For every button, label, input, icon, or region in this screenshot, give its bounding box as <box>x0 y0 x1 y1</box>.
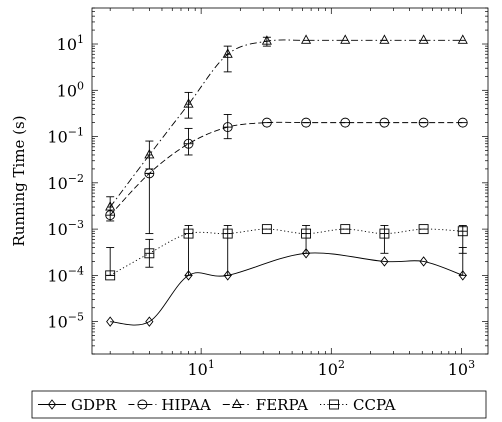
gdpr-point <box>145 316 154 327</box>
y-tick-label: 10−5 <box>47 311 84 332</box>
hipaa-point <box>301 117 312 128</box>
ferpa-point <box>340 34 351 44</box>
ccpa-error-bar <box>184 224 193 276</box>
legend-box <box>31 390 487 419</box>
legend-label-ferpa: FERPA <box>256 396 308 414</box>
ferpa-point <box>261 35 272 45</box>
plot-area <box>91 7 489 355</box>
gdpr-point <box>458 270 467 281</box>
ccpa-error-bar <box>380 224 389 254</box>
ccpa-point <box>105 270 116 281</box>
ferpa-line <box>109 39 463 208</box>
y-tick-label: 10−4 <box>47 264 84 285</box>
ccpa-point <box>183 228 194 239</box>
legend-item-ferpa: FERPA <box>222 396 308 414</box>
gdpr-point <box>223 270 232 281</box>
y-tick-label: 100 <box>57 79 84 100</box>
ccpa-error-bar <box>223 224 232 276</box>
legend-label-ccpa: CCPA <box>353 396 396 414</box>
ccpa-point <box>379 228 390 239</box>
series-ccpa <box>105 224 468 281</box>
hipaa-line <box>109 121 463 216</box>
legend-item-ccpa: CCPA <box>320 396 396 414</box>
legend-marker-ferpa <box>231 398 242 408</box>
ccpa-point <box>261 224 272 235</box>
legend-item-hipaa: HIPAA <box>128 396 211 414</box>
ccpa-point <box>457 226 468 237</box>
ccpa-point <box>418 224 429 235</box>
ferpa-point <box>379 34 390 44</box>
y-tick-label: 10−1 <box>47 126 84 147</box>
ccpa-line <box>109 228 463 276</box>
hipaa-error-bar <box>145 172 154 235</box>
legend: GDPR HIPAA FERPA CCPA <box>31 390 487 419</box>
legend-label-gdpr: GDPR <box>71 396 117 414</box>
x-tick-label: 103 <box>448 358 475 379</box>
ferpa-point <box>457 34 468 44</box>
y-axis: 10−5 10−4 10−3 10−2 10−1 100 101 <box>47 7 488 355</box>
hipaa-error-bar <box>223 114 232 140</box>
gdpr-point <box>184 270 193 281</box>
x-tick-label: 101 <box>187 358 214 379</box>
hipaa-point <box>457 117 468 128</box>
gdpr-point <box>419 256 428 267</box>
hipaa-error-bar <box>184 127 193 156</box>
x-axis: 101 102 103 <box>109 8 475 379</box>
ferpa-point <box>222 48 233 58</box>
legend-item-gdpr: GDPR <box>38 396 117 414</box>
plot-frame <box>91 7 489 355</box>
hipaa-point <box>340 117 351 128</box>
hipaa-point <box>183 138 194 149</box>
series-ferpa <box>105 34 468 222</box>
ferpa-error-bar <box>106 196 115 222</box>
legend-marker-ccpa <box>329 399 339 410</box>
ferpa-point <box>301 34 312 44</box>
hipaa-point <box>379 117 390 128</box>
gdpr-point <box>106 316 115 327</box>
ccpa-point <box>301 228 312 239</box>
legend-label-hipaa: HIPAA <box>161 396 211 414</box>
y-tick-label: 10−3 <box>47 218 84 239</box>
ccpa-point <box>144 248 155 259</box>
ferpa-error-bar <box>184 91 193 119</box>
y-tick-label: 101 <box>57 33 84 54</box>
hipaa-point <box>418 117 429 128</box>
y-axis-title: Running Time (s) <box>10 115 28 246</box>
gdpr-point <box>301 248 311 259</box>
ferpa-point <box>418 34 429 44</box>
legend-marker-gdpr <box>47 399 57 410</box>
hipaa-point <box>222 122 233 133</box>
ferpa-point <box>105 201 116 211</box>
gdpr-point <box>380 256 389 267</box>
ccpa-error-bar <box>458 224 467 254</box>
ferpa-error-bar <box>223 45 232 73</box>
y-tick-label: 10−2 <box>47 172 84 193</box>
x-tick-label: 102 <box>318 358 345 379</box>
ferpa-point <box>144 149 155 159</box>
ccpa-error-bar <box>302 224 311 254</box>
ferpa-point <box>183 98 194 108</box>
series-hipaa <box>105 114 468 235</box>
ccpa-point <box>222 228 233 239</box>
series-gdpr <box>106 247 467 327</box>
hipaa-point <box>261 117 272 128</box>
legend-marker-hipaa <box>137 399 148 410</box>
gdpr-line <box>110 252 463 326</box>
ccpa-point <box>340 224 351 235</box>
